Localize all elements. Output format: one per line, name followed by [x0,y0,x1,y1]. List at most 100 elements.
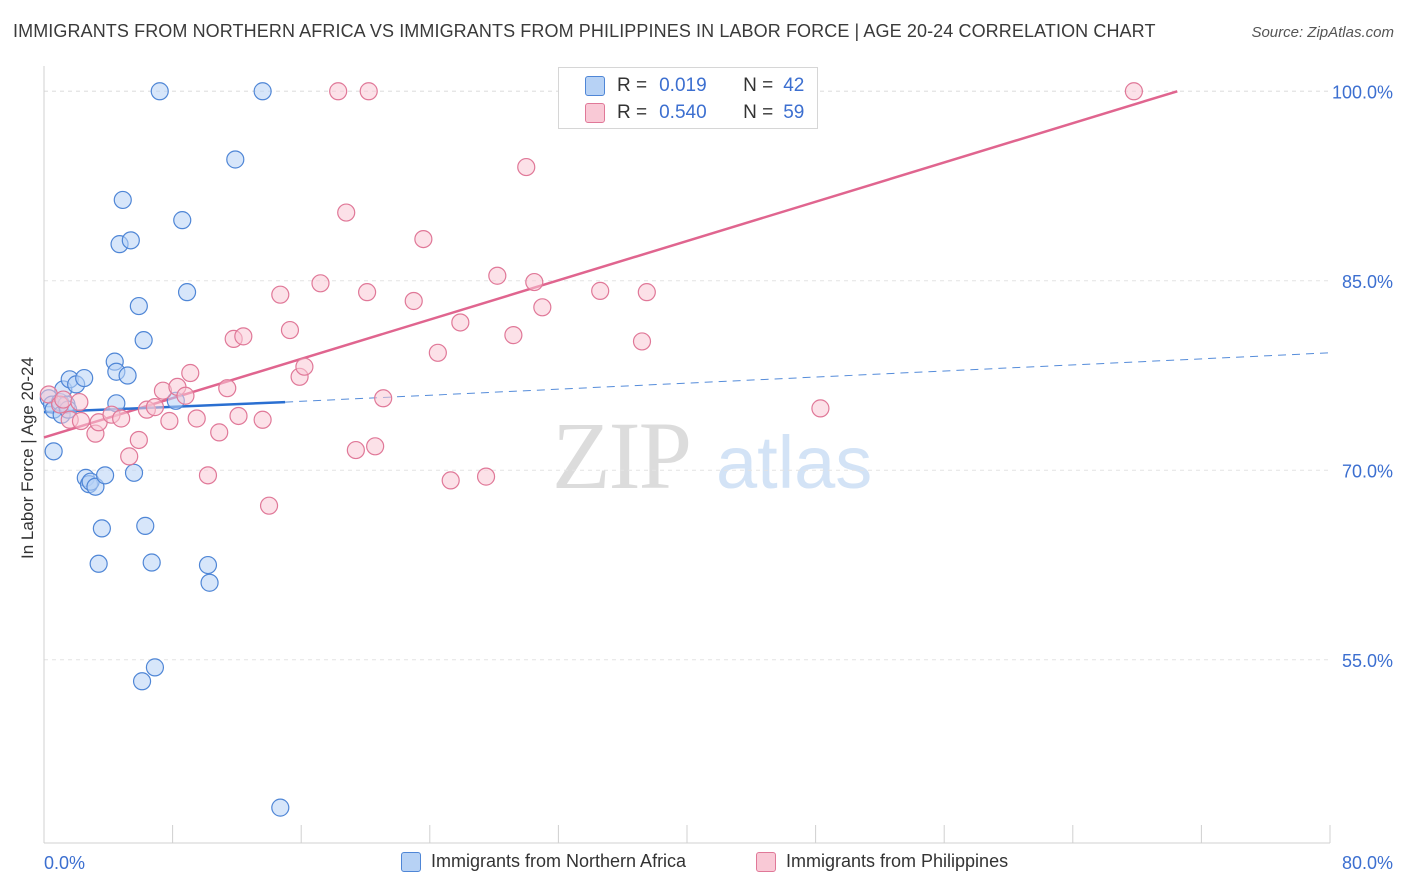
stats-n-value: 42 [783,75,805,96]
point-philippines [295,357,314,376]
point-northern-africa [271,798,290,817]
point-philippines [234,327,253,346]
point-philippines [145,398,165,417]
point-northern-africa [200,573,219,592]
stats-swatch-northern-africa [585,76,605,96]
point-northern-africa [132,672,152,691]
point-northern-africa [134,331,153,350]
stats-row-northern-africa: R = 0.019 N = 42 [585,75,804,97]
trend-lines [43,90,1331,439]
point-philippines [488,266,507,285]
point-philippines [210,423,229,442]
watermark-zip: ZIP [552,402,690,509]
y-tick-label: 85.0% [1342,272,1393,292]
point-northern-africa [95,466,115,485]
point-philippines [632,332,652,351]
grid-lines [44,90,1330,661]
point-northern-africa [92,519,111,538]
point-philippines [441,471,460,490]
stats-n-label: N = [743,102,774,123]
point-philippines [54,390,73,409]
trend-line-philippines [43,90,1178,439]
axes [43,66,1331,844]
trend-line-northern-africa-dashed [285,352,1331,403]
watermark-atlas: atlas [716,421,872,504]
point-philippines [811,399,830,418]
series-philippines-points [39,82,1143,515]
point-philippines [129,430,148,450]
trend-line-northern-africa [43,400,286,414]
point-philippines [591,281,610,300]
legend-swatch-philippines [756,851,776,872]
point-philippines [271,285,290,304]
point-northern-africa [226,150,245,169]
point-northern-africa [44,442,63,461]
stats-r-value: 0.019 [659,75,707,96]
point-northern-africa [173,211,192,230]
legend-item-northern-africa: Immigrants from Northern Africa [401,851,686,872]
point-philippines [329,82,348,101]
point-northern-africa [89,554,108,573]
point-philippines [517,157,536,177]
legend-swatch-northern-africa [401,851,421,872]
point-philippines [1124,82,1143,101]
point-northern-africa [124,463,144,482]
point-philippines [112,409,131,428]
point-philippines [160,411,179,431]
point-philippines [337,203,356,222]
point-philippines [504,326,523,345]
point-philippines [525,272,544,292]
stats-row-philippines: R = 0.540 N = 59 [585,102,804,124]
stats-r-label: R = [617,75,648,96]
point-philippines [359,82,378,101]
point-philippines [346,440,365,460]
point-philippines [176,386,195,405]
point-northern-africa [177,283,197,302]
point-philippines [280,320,300,340]
point-philippines [358,283,377,302]
legend-label-northern-africa: Immigrants from Northern Africa [431,851,687,871]
point-northern-africa [253,82,272,101]
point-philippines [533,298,552,317]
x-tick-label-min: 0.0% [44,853,85,873]
point-philippines [404,291,423,311]
point-philippines [476,467,496,486]
stats-r-value: 0.540 [659,102,707,123]
point-philippines [120,447,139,466]
stats-swatch-philippines [585,103,605,123]
stats-n-label: N = [743,75,774,96]
point-northern-africa [121,231,140,250]
point-philippines [259,496,279,515]
point-northern-africa [198,555,218,575]
legend-item-philippines: Immigrants from Philippines [756,851,1008,872]
point-northern-africa [136,516,155,535]
point-philippines [451,313,470,332]
chart-title: IMMIGRANTS FROM NORTHERN AFRICA VS IMMIG… [13,21,1156,41]
y-tick-label: 100.0% [1332,82,1393,102]
point-philippines [229,406,248,426]
point-philippines [311,274,330,293]
point-northern-africa [75,368,94,388]
point-northern-africa [129,296,148,316]
point-northern-africa [150,82,169,101]
point-philippines [187,409,206,428]
point-philippines [428,343,447,362]
y-tick-label: 70.0% [1342,461,1393,481]
point-philippines [198,466,218,485]
point-philippines [71,411,91,431]
stats-r-label: R = [617,102,648,123]
y-axis-label: In Labor Force | Age 20-24 [18,357,37,559]
x-tick-label-max: 80.0% [1342,853,1393,873]
point-northern-africa [113,190,132,210]
stats-legend: R = 0.019 N = 42 R = 0.540 N = 59 [558,67,818,129]
point-philippines [414,229,433,249]
point-philippines [70,392,89,412]
point-philippines [374,389,393,408]
point-philippines [366,437,385,456]
point-northern-africa [145,658,165,677]
legend-label-philippines: Immigrants from Philippines [786,851,1009,871]
point-philippines [218,379,237,398]
y-tick-labels: 55.0% 70.0% 85.0% 100.0% [1332,82,1393,671]
point-philippines [253,410,272,429]
series-northern-africa-points [39,82,290,817]
